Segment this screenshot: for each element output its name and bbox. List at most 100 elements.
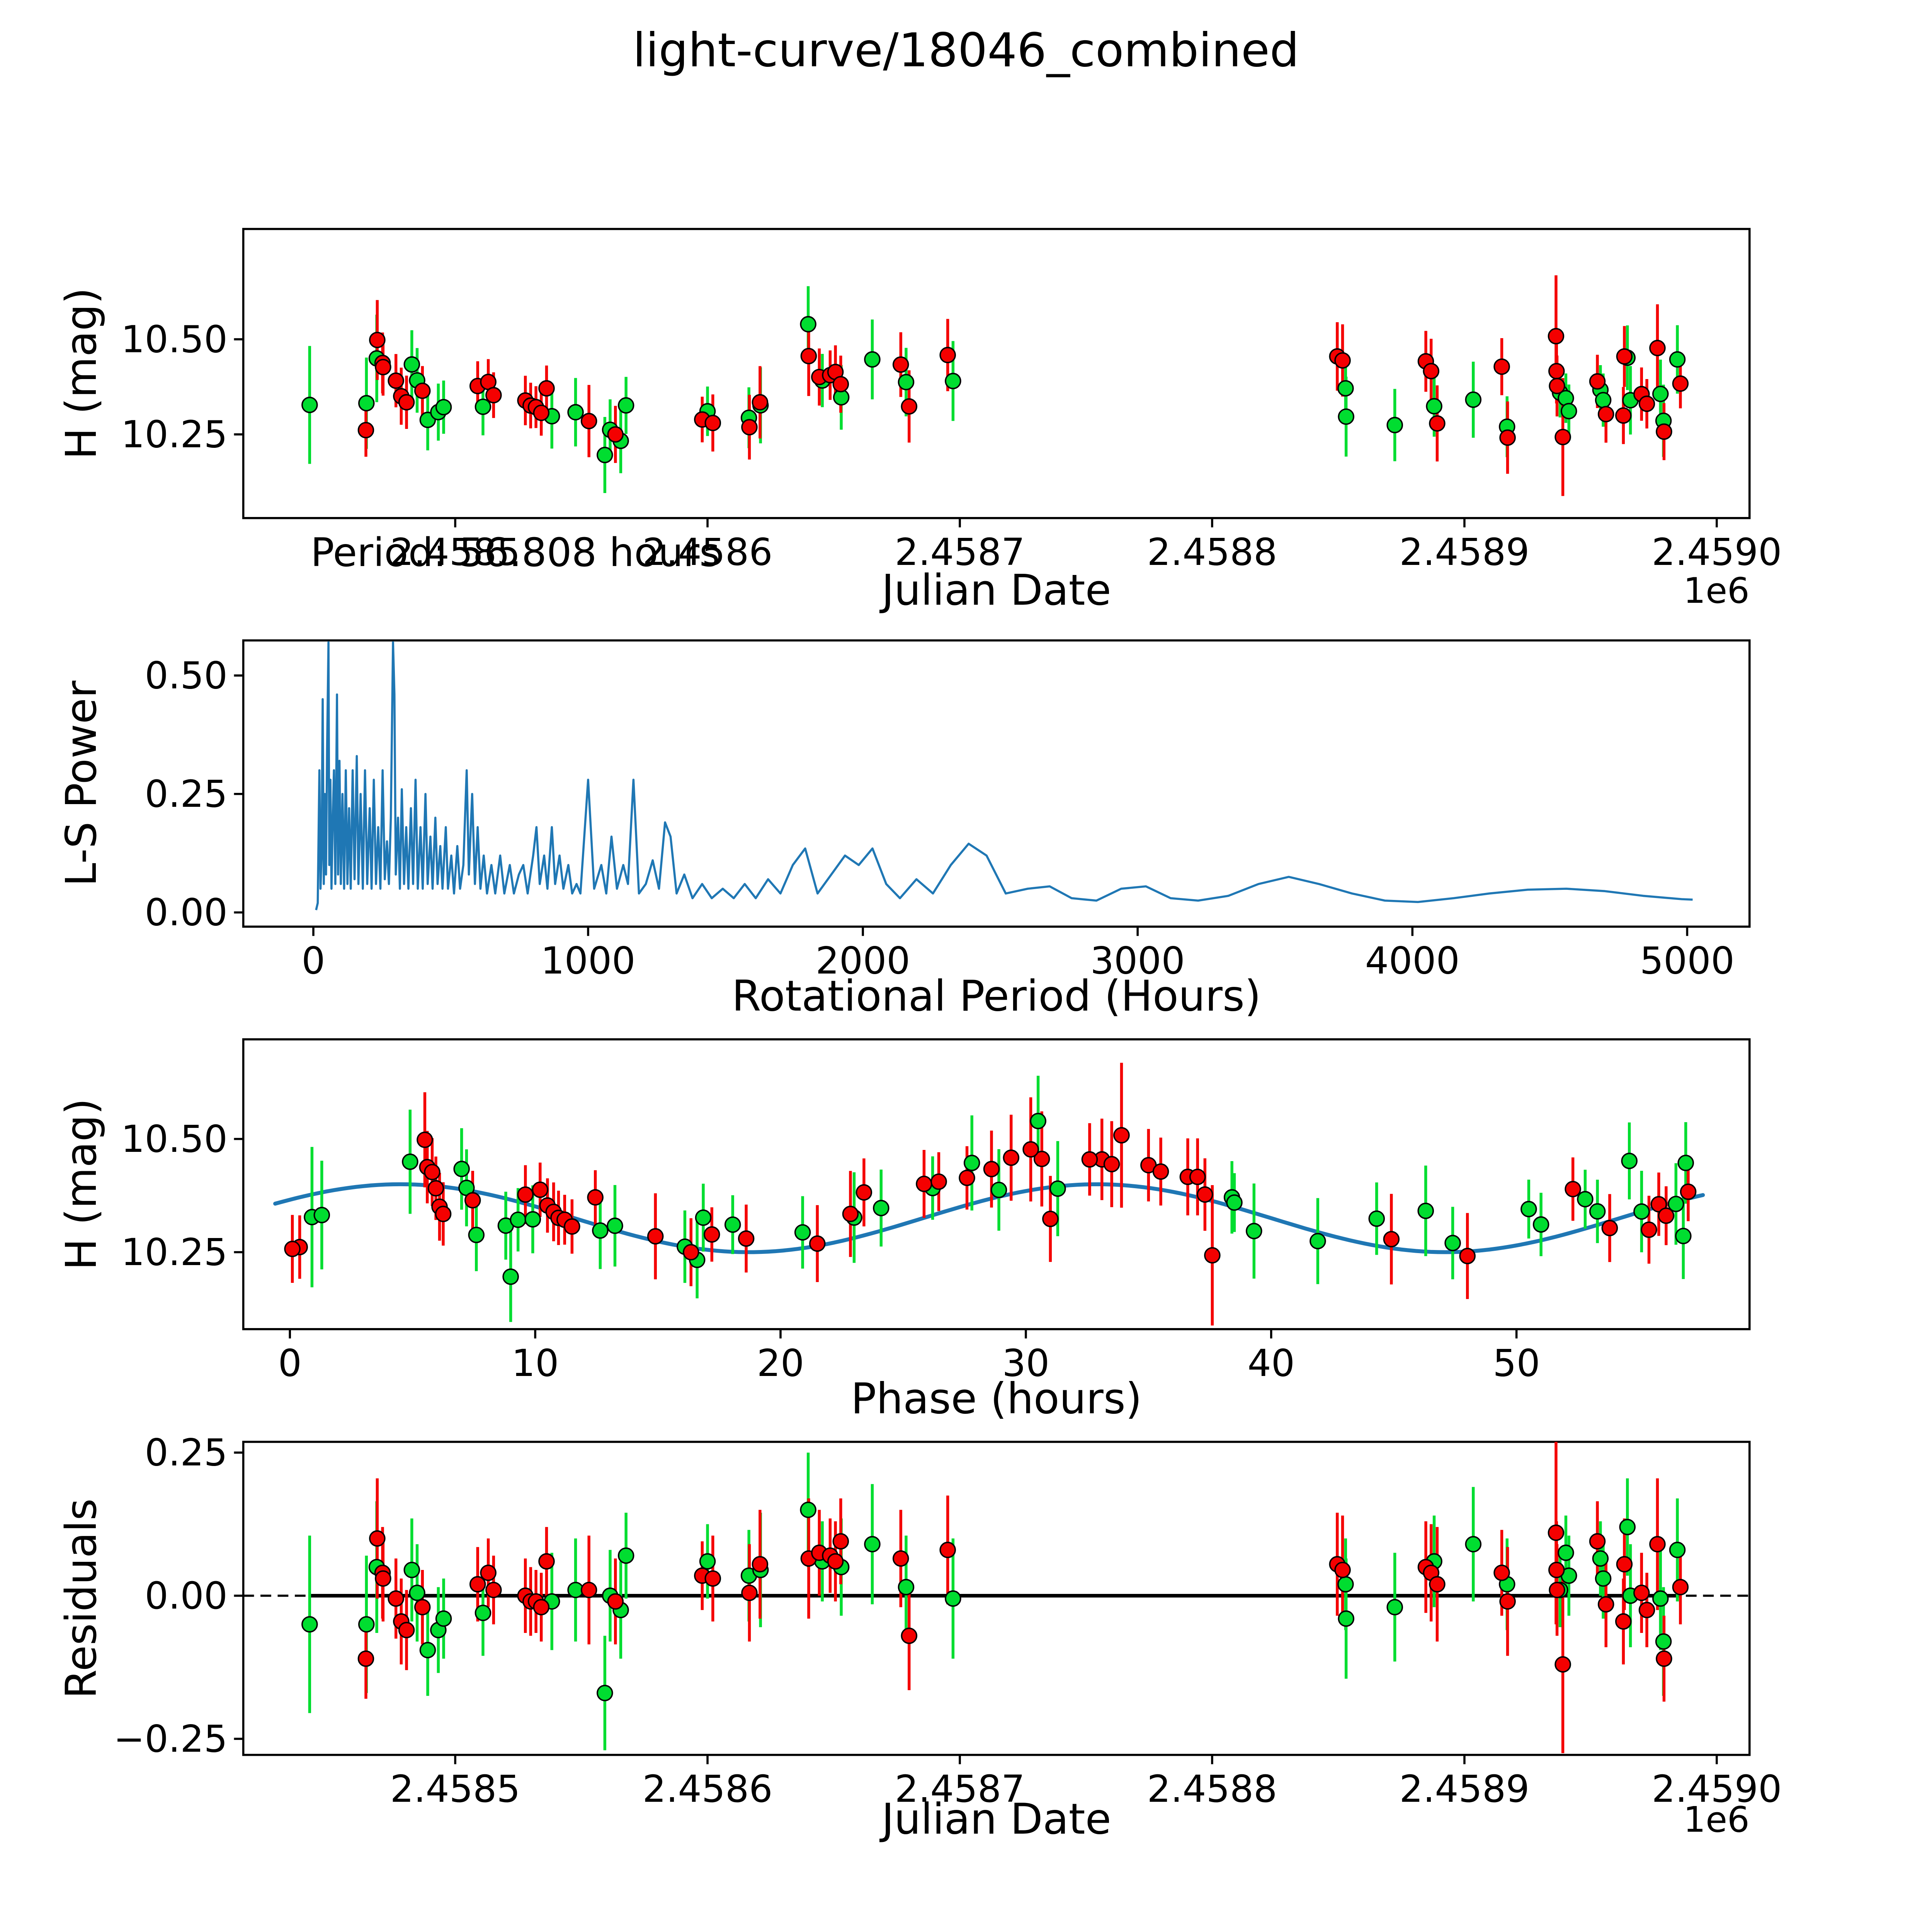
x-tick-label: 1000 (541, 939, 636, 982)
datapoint-red (1633, 1584, 1650, 1601)
datapoint-green (1337, 1576, 1354, 1593)
datapoint-red (435, 1206, 452, 1222)
datapoint-red (538, 380, 555, 397)
panel-jd-lightcurve: 2.4585 2.4586 2.4587 2.4588 2.4589 2.4590 10.2… (57, 228, 1782, 615)
datapoint-green (898, 374, 915, 391)
panel-residuals: 2.4585 2.4586 2.4587 2.4588 2.4589 2.4590 −0.2… (57, 1431, 1782, 1844)
datapoint-green (617, 397, 634, 414)
datapoint-red (1549, 378, 1565, 395)
datapoint-red (533, 1599, 550, 1616)
datapoint-red (1548, 1561, 1565, 1578)
datapoint-red (427, 1180, 444, 1197)
periodogram-ylabel: L-S Power (57, 680, 106, 886)
datapoint-green (403, 356, 420, 373)
panel-phase-folded: 0 10 20 30 40 50 10.25 10.50 H (mag) Phase (hou… (57, 1038, 1751, 1423)
datapoint-green (1337, 380, 1354, 397)
datapoint-green (358, 1616, 375, 1633)
datapoint-green (1310, 1233, 1326, 1250)
datapoint-red (842, 1206, 859, 1222)
datapoint-red (398, 1622, 415, 1638)
datapoint-red (738, 1230, 755, 1247)
datapoint-red (1499, 429, 1516, 446)
residuals-panel-axes: 2.4585 2.4586 2.4587 2.4588 2.4589 2.4590 −0.2… (114, 1431, 1782, 1811)
datapoint-red (1680, 1183, 1697, 1200)
datapoint-red (1081, 1151, 1098, 1168)
y-tick-label: 10.25 (121, 1231, 228, 1274)
datapoint-green (1577, 1191, 1594, 1208)
datapoint-red (1565, 1181, 1581, 1197)
x-tick-label: 4000 (1365, 939, 1460, 982)
datapoint-green (800, 1502, 816, 1518)
datapoint-red (1459, 1248, 1476, 1264)
datapoint-green (524, 1211, 541, 1228)
datapoint-red (375, 1570, 391, 1587)
datapoint-green (597, 447, 613, 463)
datapoint-green (1532, 1216, 1549, 1233)
datapoint-red (580, 413, 597, 430)
datapoint-red (480, 1565, 497, 1581)
datapoint-red (1615, 407, 1632, 424)
datapoint-green (1595, 1570, 1612, 1587)
datapoint-red (375, 359, 391, 376)
x-tick-label: 40 (1248, 1342, 1295, 1385)
datapoint-green (1338, 1610, 1354, 1627)
datapoint-red (1656, 1650, 1672, 1667)
x-tick-label: 3000 (1090, 939, 1185, 982)
datapoint-red (1589, 1533, 1606, 1550)
panel-periodogram: 0 1000 2000 3000 4000 5000 0.00 0.25 0.50 L-S Po… (57, 639, 1751, 1021)
datapoint-green (1417, 1202, 1434, 1219)
datapoint-red (1616, 348, 1633, 365)
datapoint-green (1669, 351, 1686, 368)
datapoint-red (647, 1228, 664, 1245)
datapoint-green (1619, 1519, 1636, 1536)
x-tick-label: 20 (757, 1342, 804, 1385)
datapoint-red (832, 376, 849, 393)
x-tick-label: 30 (1002, 1342, 1050, 1385)
datapoint-red (1641, 1221, 1657, 1238)
x-tick-label: 5000 (1640, 939, 1735, 982)
datapoint-green (403, 1561, 420, 1578)
datapoint-green (1226, 1194, 1243, 1211)
jd-panel-xlabel: Julian Date (879, 566, 1111, 615)
datapoint-red (809, 1235, 826, 1252)
datapoint-red (369, 332, 386, 349)
x-tick-label: 2.4590 (1651, 1767, 1782, 1811)
datapoint-green (1049, 1180, 1066, 1197)
datapoint-green (1520, 1201, 1537, 1218)
datapoint-red (485, 1582, 502, 1599)
datapoint-green (873, 1200, 889, 1216)
y-tick-label: 10.50 (121, 318, 228, 361)
datapoint-red (741, 419, 758, 435)
datapoint-red (1103, 1156, 1120, 1173)
datapoint-red (1429, 415, 1446, 432)
jd-panel-offset-label: 1e6 (1683, 571, 1749, 611)
datapoint-red (1548, 363, 1565, 379)
datapoint-red (983, 1161, 1000, 1177)
datapoint-green (301, 1616, 318, 1633)
y-tick-label: 0.50 (145, 654, 227, 697)
datapoint-red (464, 1192, 481, 1209)
datapoint-green (1592, 1550, 1609, 1567)
datapoint-green (1558, 1544, 1574, 1561)
datapoint-red (704, 1570, 721, 1587)
datapoint-green (1246, 1223, 1262, 1240)
datapoint-red (414, 383, 431, 399)
datapoint-red (388, 1590, 404, 1607)
datapoint-green (1560, 403, 1577, 420)
datapoint-red (1601, 1219, 1618, 1236)
datapoint-green (592, 1222, 609, 1239)
datapoint-green (1386, 1599, 1403, 1616)
x-tick-label: 2.4585 (390, 1767, 520, 1811)
datapoint-red (1423, 363, 1440, 379)
datapoint-green (1655, 1633, 1672, 1650)
datapoint-green (724, 1216, 741, 1233)
datapoint-red (1548, 1524, 1565, 1541)
datapoint-red (580, 1582, 597, 1599)
datapoint-red (1672, 375, 1689, 392)
datapoint-red (1334, 352, 1351, 369)
residuals-panel-offset-label: 1e6 (1683, 1800, 1749, 1840)
datapoint-red (704, 415, 721, 431)
axes-box (242, 639, 1751, 928)
datapoint-red (532, 1181, 549, 1198)
x-tick-label: 2000 (816, 939, 910, 982)
